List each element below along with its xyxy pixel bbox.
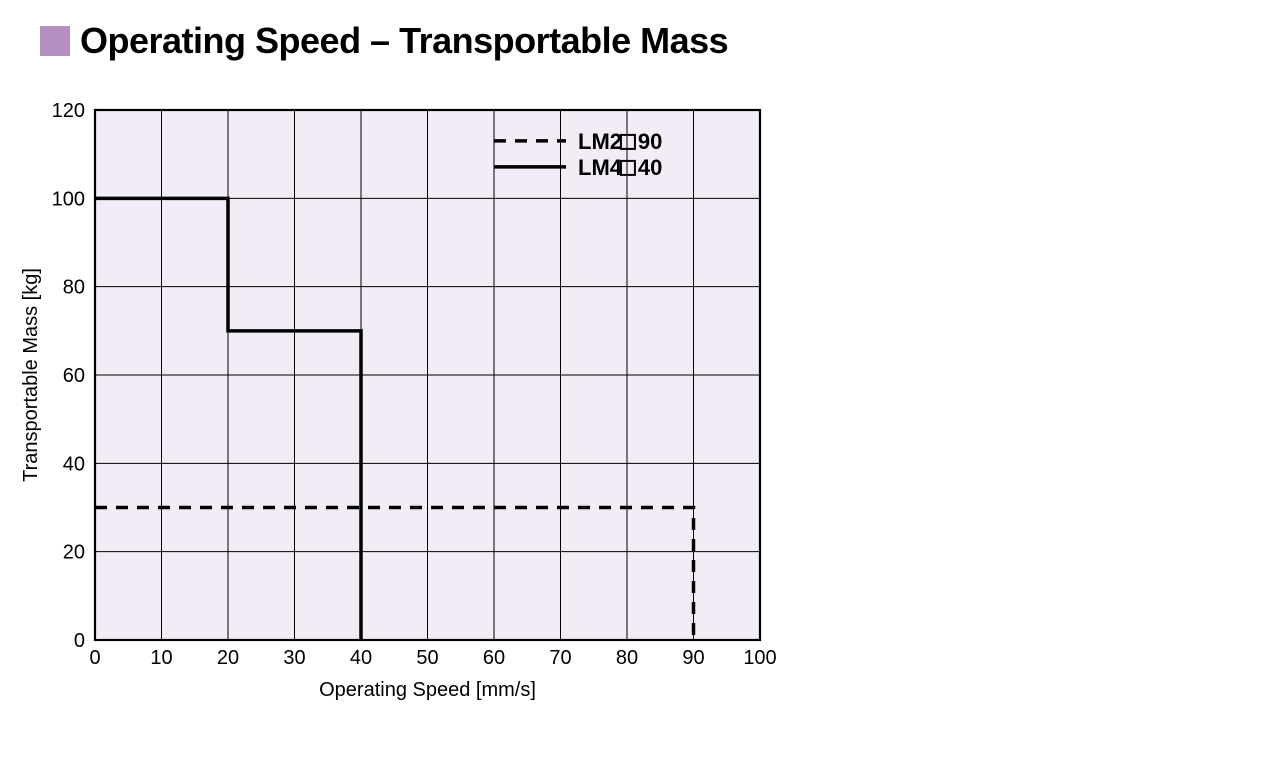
legend-label-prefix: LM2 [578, 129, 622, 154]
x-axis-label: Operating Speed [mm/s] [319, 679, 536, 701]
x-tick-label: 80 [616, 647, 638, 669]
y-tick-label: 0 [74, 630, 85, 652]
x-tick-label: 10 [150, 647, 172, 669]
title-marker [40, 26, 70, 56]
chart-title-row: Operating Speed – Transportable Mass [40, 20, 1270, 62]
x-tick-label: 40 [350, 647, 372, 669]
x-tick-label: 60 [483, 647, 505, 669]
legend-label-prefix: LM4 [578, 155, 623, 180]
y-axis-label: Transportable Mass [kg] [20, 268, 42, 482]
legend-label-suffix: 40 [638, 155, 662, 180]
y-tick-label: 100 [52, 188, 85, 210]
chart-svg: 0 10 20 30 40 50 60 70 80 90 100 0 20 40 60 80 100 120 Ope… [10, 70, 780, 710]
y-tick-label: 80 [63, 277, 85, 299]
legend-label-suffix: 90 [638, 129, 662, 154]
x-tick-label: 100 [743, 647, 776, 669]
y-tick-label: 40 [63, 453, 85, 475]
x-tick-label: 0 [89, 647, 100, 669]
x-tick-label: 70 [549, 647, 571, 669]
y-tick-label: 120 [52, 100, 85, 122]
x-tick-label: 50 [416, 647, 438, 669]
x-tick-label: 30 [283, 647, 305, 669]
chart-title: Operating Speed – Transportable Mass [80, 20, 728, 62]
x-tick-label: 20 [217, 647, 239, 669]
x-tick-label: 90 [682, 647, 704, 669]
y-tick-label: 60 [63, 365, 85, 387]
y-tick-label: 20 [63, 542, 85, 564]
chart-container: 0 10 20 30 40 50 60 70 80 90 100 0 20 40 60 80 100 120 Ope… [10, 70, 1270, 710]
